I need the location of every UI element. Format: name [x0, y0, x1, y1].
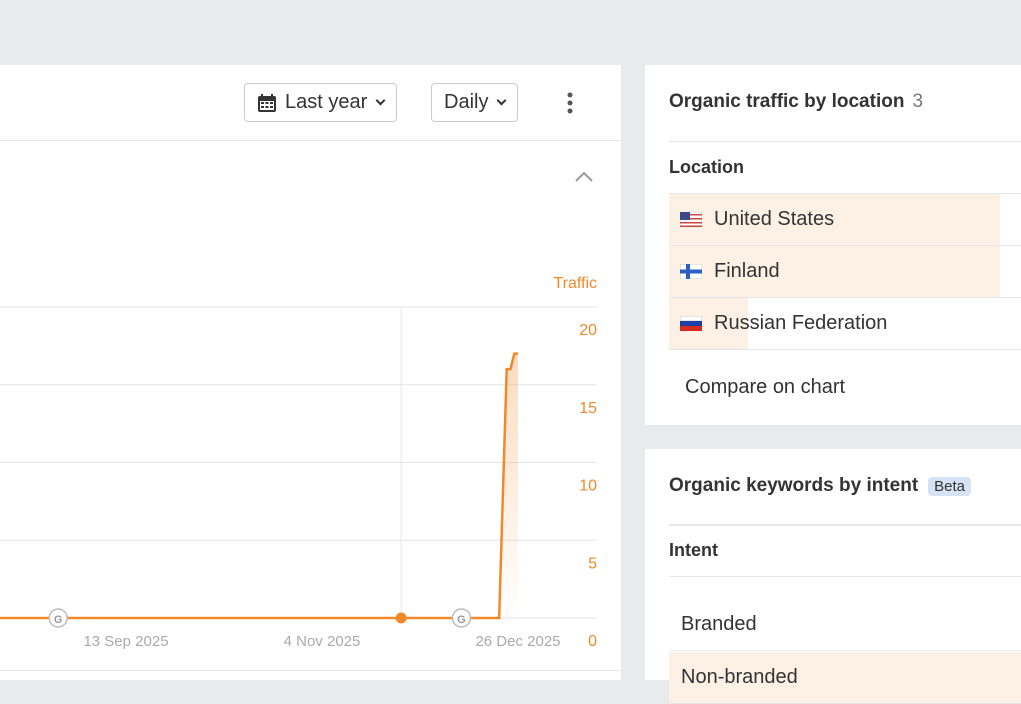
intent-card: Organic keywords by intent Beta Intent Br… [645, 449, 1021, 704]
intent-row-non-branded[interactable]: Non-branded [669, 652, 1021, 704]
y-tick-label: 15 [579, 400, 597, 417]
y-tick-label: 5 [588, 555, 597, 572]
series-line [0, 352, 518, 620]
x-tick-label: 4 Nov 2025 [284, 633, 361, 650]
intent-row-branded[interactable]: Branded [669, 599, 1021, 651]
location-title: Organic traffic by location 3 [669, 91, 923, 113]
beta-badge: Beta [928, 477, 972, 496]
location-count: 3 [912, 91, 924, 112]
google-update-icon: G [54, 614, 63, 626]
traffic-chart: Traffic 0 5 10 15 20 13 Sep 2025 4 Nov 2025 26 … [0, 275, 597, 650]
x-tick-label: 26 Dec 2025 [475, 633, 560, 650]
granularity-dropdown[interactable]: Daily [431, 83, 519, 122]
intent-title: Organic keywords by intent Beta [669, 475, 972, 497]
location-title-text: Organic traffic by location [669, 91, 905, 112]
intent-title-text: Organic keywords by intent [669, 475, 919, 496]
kebab-icon[interactable] [562, 91, 578, 115]
event-dot [395, 612, 407, 624]
google-update-marker [48, 608, 68, 628]
intent-column-header: Intent [669, 540, 718, 560]
location-row[interactable]: Finland [669, 246, 1021, 298]
flag-us-icon [680, 212, 702, 227]
share-bar [669, 194, 1000, 245]
date-range-dropdown[interactable]: Last year [244, 83, 398, 122]
y-tick-label: 10 [579, 478, 597, 495]
location-row[interactable]: United States [669, 194, 1021, 246]
collapse-chevron-icon[interactable] [574, 170, 594, 184]
flag-fi-icon [680, 264, 702, 279]
intent-name: Branded [681, 613, 757, 635]
google-update-icon: G [457, 614, 466, 626]
location-name: United States [714, 208, 835, 230]
location-name: Finland [714, 260, 780, 282]
y-axis-label: Traffic [553, 275, 597, 292]
date-range-label: Last year [285, 91, 368, 113]
flag-ru-icon [680, 316, 702, 331]
y-tick-label: 0 [588, 633, 597, 650]
intent-name: Non-branded [681, 666, 798, 688]
location-name: Russian Federation [714, 312, 888, 334]
series-area [0, 353, 518, 618]
x-tick-label: 13 Sep 2025 [83, 633, 168, 650]
compare-on-chart-link[interactable]: Compare on chart [685, 376, 846, 398]
google-update-marker [451, 608, 472, 628]
location-row[interactable]: Russian Federation [669, 298, 1021, 350]
granularity-label: Daily [444, 91, 489, 113]
calendar-icon [258, 93, 276, 112]
location-card: Organic traffic by location 3 Location Un… [645, 65, 1021, 425]
location-column-header: Location [669, 157, 744, 177]
share-bar [669, 246, 1000, 297]
y-tick-label: 20 [579, 322, 597, 339]
